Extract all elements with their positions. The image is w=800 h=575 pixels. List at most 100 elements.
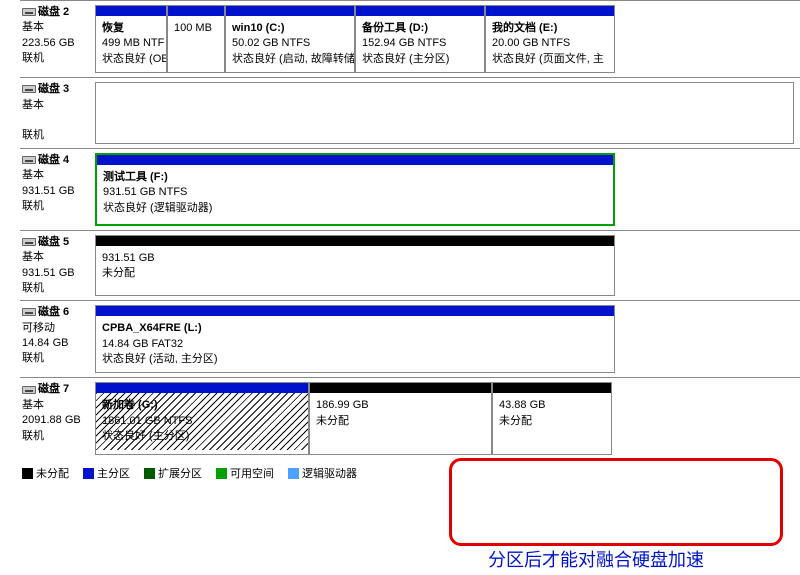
legend-swatch (83, 468, 94, 479)
partition-name: 备份工具 (D:) (362, 21, 478, 36)
disk-status: 联机 (22, 129, 44, 141)
disk-size: 931.51 GB (22, 267, 75, 279)
partition-state: 状态良好 (逻辑驱动器) (103, 201, 607, 216)
partition-size: 499 MB NTF (102, 36, 160, 51)
partition-body: 931.51 GB未分配 (96, 246, 614, 287)
legend-swatch (144, 468, 155, 479)
partition[interactable]: 931.51 GB未分配 (95, 235, 615, 297)
disk-size: 223.56 GB (22, 37, 75, 49)
partition-name: 我的文档 (E:) (492, 21, 608, 36)
partition-name: 新加卷 (G:) (102, 398, 302, 413)
disk-icon (22, 156, 36, 164)
partition[interactable]: 43.88 GB未分配 (492, 382, 612, 455)
partition[interactable]: 我的文档 (E:)20.00 GB NTFS状态良好 (页面文件, 主 (485, 5, 615, 73)
disk-icon (22, 85, 36, 93)
annotation-callout (449, 458, 783, 546)
disk-row: 磁盘 6可移动14.84 GB联机CPBA_X64FRE (L:)14.84 G… (20, 300, 800, 377)
disk-info[interactable]: 磁盘 2基本223.56 GB联机 (20, 1, 95, 77)
partition-size: 14.84 GB FAT32 (102, 337, 608, 352)
partition-bar (96, 236, 614, 246)
disk-info[interactable]: 磁盘 5基本 931.51 GB 联机 (20, 231, 95, 301)
partition[interactable]: 186.99 GB未分配 (309, 382, 492, 455)
partition-bar (97, 155, 613, 165)
partition-state: 未分配 (499, 414, 605, 429)
partition-bar (310, 383, 491, 393)
partition-bar (356, 6, 484, 16)
disk-title: 磁盘 2 (38, 5, 69, 20)
disk-info[interactable]: 磁盘 6可移动14.84 GB联机 (20, 301, 95, 377)
disk-type: 基本 (22, 251, 44, 263)
partition-size: 186.99 GB (316, 398, 485, 413)
disk-status: 联机 (22, 352, 44, 364)
disk-status: 联机 (22, 52, 44, 64)
disk-status: 联机 (22, 200, 44, 212)
partitions: 恢复499 MB NTF状态良好 (OE 100 MB win10 (C:)50.0… (95, 1, 800, 77)
partition[interactable]: 测试工具 (F:)931.51 GB NTFS状态良好 (逻辑驱动器) (95, 153, 615, 226)
legend-label: 扩展分区 (158, 465, 202, 481)
partition[interactable]: 新加卷 (G:)1861.01 GB NTFS状态良好 (主分区) (95, 382, 309, 455)
empty-partition-area[interactable] (95, 82, 794, 144)
disk-status: 联机 (22, 430, 44, 442)
legend-label: 主分区 (97, 465, 130, 481)
partition-size: 50.02 GB NTFS (232, 36, 348, 51)
legend-item: 主分区 (83, 465, 130, 481)
partition-size: 20.00 GB NTFS (492, 36, 608, 51)
disk-title: 磁盘 5 (38, 235, 69, 250)
disk-icon (22, 308, 36, 316)
partition-body: CPBA_X64FRE (L:)14.84 GB FAT32状态良好 (活动, … (96, 316, 614, 372)
partition[interactable]: win10 (C:)50.02 GB NTFS状态良好 (启动, 故障转储 (225, 5, 355, 73)
partition[interactable]: 100 MB (167, 5, 225, 73)
partition-state: 状态良好 (启动, 故障转储 (232, 52, 348, 67)
partition-bar (96, 6, 166, 16)
partition-name: 恢复 (102, 21, 160, 36)
disk-row: 磁盘 7 基本 2091.88 GB 联机 新加卷 (G:)1861.01 GB NTF… (20, 377, 800, 459)
disk-icon (22, 238, 36, 246)
partition[interactable]: CPBA_X64FRE (L:)14.84 GB FAT32状态良好 (活动, … (95, 305, 615, 373)
disk-info[interactable]: 磁盘 3 基本联机 (20, 78, 95, 148)
partition[interactable]: 恢复499 MB NTF状态良好 (OE (95, 5, 167, 73)
partitions: CPBA_X64FRE (L:)14.84 GB FAT32状态良好 (活动, … (95, 301, 800, 377)
legend-swatch (216, 468, 227, 479)
partition-bar (493, 383, 611, 393)
disk-info[interactable]: 磁盘 7 基本 2091.88 GB 联机 (20, 378, 95, 459)
partition-bar (226, 6, 354, 16)
disk-row: 磁盘 2基本223.56 GB联机恢复499 MB NTF状态良好 (OE100… (20, 0, 800, 77)
disk-row: 磁盘 3 基本联机 (20, 77, 800, 148)
disk-title: 磁盘 7 (38, 382, 69, 397)
partition-body: 186.99 GB未分配 (310, 393, 491, 434)
disk-type: 基本 (22, 399, 44, 411)
partition-body: 恢复499 MB NTF状态良好 (OE (96, 16, 166, 72)
partition-state: 状态良好 (OE (102, 52, 160, 67)
legend-item: 逻辑驱动器 (288, 465, 357, 481)
partition-name: 测试工具 (F:) (103, 170, 607, 185)
disk-type: 基本 (22, 99, 44, 111)
legend-item: 未分配 (22, 465, 69, 481)
legend-label: 逻辑驱动器 (302, 465, 357, 481)
legend-swatch (22, 468, 33, 479)
partition-size: 152.94 GB NTFS (362, 36, 478, 51)
partition-size: 931.51 GB NTFS (103, 185, 607, 200)
partition-name: CPBA_X64FRE (L:) (102, 321, 608, 336)
annotation-caption: 分区后才能对融合硬盘加速 (488, 546, 704, 572)
partition-state: 状态良好 (主分区) (362, 52, 478, 67)
partition-size: 100 MB (174, 21, 218, 36)
legend-item: 可用空间 (216, 465, 274, 481)
disk-size: 2091.88 GB (22, 414, 81, 426)
disk-info[interactable]: 磁盘 4基本931.51 GB联机 (20, 149, 95, 230)
legend-item: 扩展分区 (144, 465, 202, 481)
disk-title: 磁盘 4 (38, 153, 69, 168)
partitions: 测试工具 (F:)931.51 GB NTFS状态良好 (逻辑驱动器) (95, 149, 800, 230)
partition-body: 测试工具 (F:)931.51 GB NTFS状态良好 (逻辑驱动器) (97, 165, 613, 221)
partition-bar (96, 383, 308, 393)
disk-status: 联机 (22, 282, 44, 294)
partition[interactable]: 备份工具 (D:)152.94 GB NTFS状态良好 (主分区) (355, 5, 485, 73)
partition-bar (96, 306, 614, 316)
disk-icon (22, 8, 36, 16)
partition-size: 931.51 GB (102, 251, 608, 266)
disk-title: 磁盘 3 (38, 82, 69, 97)
disk-size: 931.51 GB (22, 185, 75, 197)
partition-body: win10 (C:)50.02 GB NTFS状态良好 (启动, 故障转储 (226, 16, 354, 72)
disk-list: 磁盘 2 基本 223.56 GB 联机 恢复499 MB NTF状态良好 (OE 100… (0, 0, 800, 483)
partitions: 新加卷 (G:)1861.01 GB NTFS状态良好 (主分区)186.99 … (95, 378, 800, 459)
partition-size: 1861.01 GB NTFS (102, 414, 302, 429)
